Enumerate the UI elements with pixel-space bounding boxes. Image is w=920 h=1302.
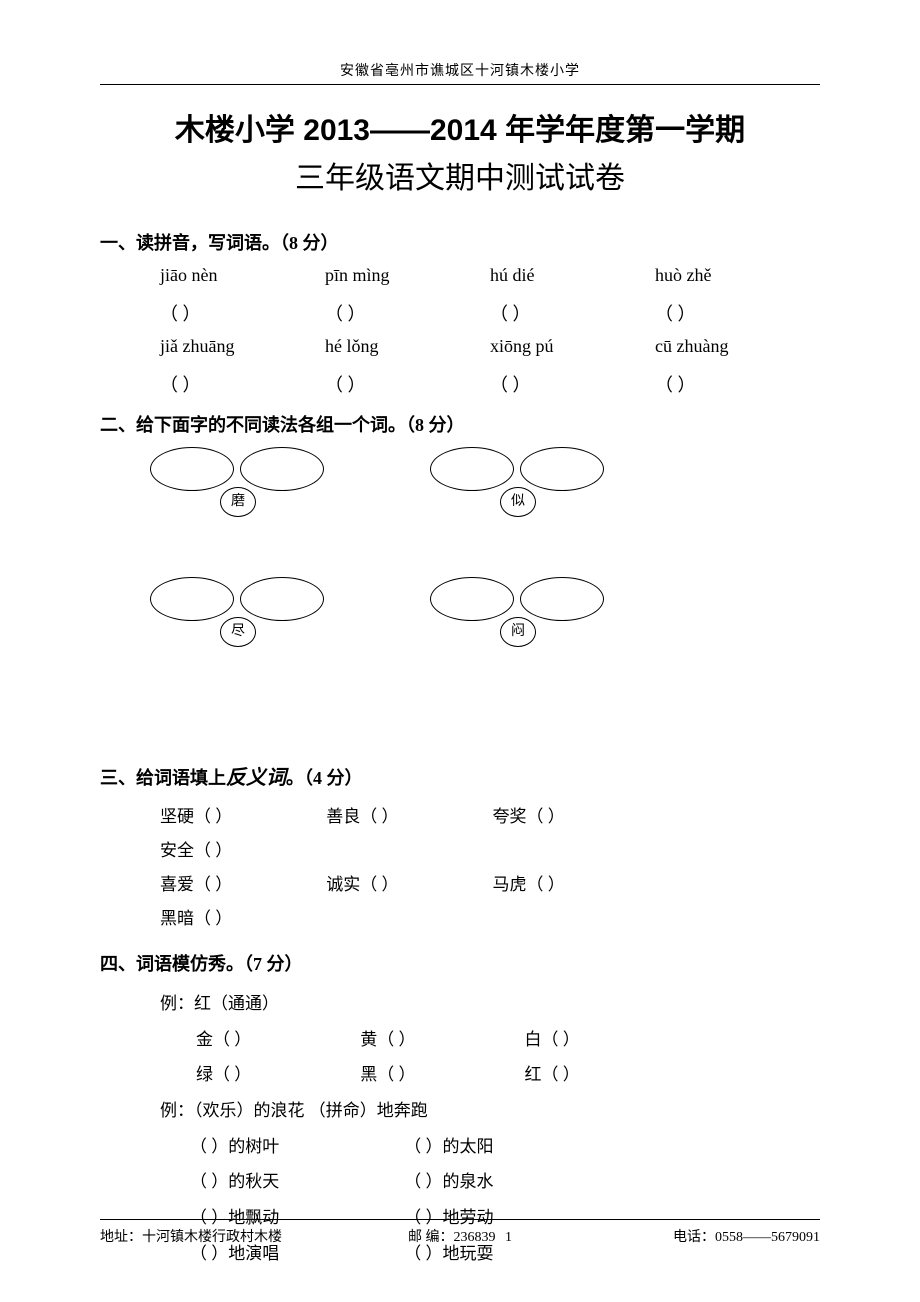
header-divider: [100, 84, 820, 85]
s3-item: 喜爱（ ）: [160, 868, 322, 902]
pinyin-cell: jiāo nèn: [160, 265, 325, 286]
s3-item: 黑暗（ ）: [160, 902, 322, 936]
title-line-1: 木楼小学 2013——2014 年学年度第一学期: [100, 105, 820, 149]
paren-cell: （ ）: [490, 300, 655, 326]
footer-divider: [100, 1219, 820, 1220]
section-4-example2: 例：（欢乐）的浪花 （拼命）地奔跑: [100, 1093, 820, 1129]
pinyin-row-1: jiāo nèn pīn mìng hú dié huò zhě: [100, 265, 820, 286]
paren-cell: （ ）: [160, 371, 325, 397]
s3-title-post: 。（4 分）: [286, 768, 363, 788]
fill-item: （ ）的秋天: [190, 1164, 400, 1200]
pinyin-cell: huò zhě: [655, 265, 820, 286]
page: 安徽省亳州市谯城区十河镇木楼小学 木楼小学 2013——2014 年学年度第一学…: [0, 0, 920, 1302]
paren-cell: （ ）: [655, 371, 820, 397]
pinyin-row-2: jiǎ zhuāng hé lǒng xiōng pú cū zhuàng: [100, 336, 820, 357]
oval-blank: [520, 447, 604, 491]
center-char: 磨: [220, 487, 256, 517]
section-3-title: 三、给词语填上反义词。（4 分）: [100, 761, 820, 790]
s3-title-mid: 反义词: [226, 767, 286, 789]
pinyin-cell: xiōng pú: [490, 336, 655, 357]
s3-item: 安全（ ）: [160, 834, 322, 868]
footer-postcode-wrap: 邮 编：236839 1: [340, 1226, 580, 1246]
s4-item: 绿（ ）: [196, 1057, 356, 1093]
oval-blank: [150, 447, 234, 491]
pinyin-cell: hú dié: [490, 265, 655, 286]
section-1-title: 一、读拼音，写词语。（8 分）: [100, 229, 820, 255]
section-4-row-2: 绿（ ） 黑（ ） 红（ ）: [100, 1057, 820, 1093]
oval-blank: [520, 577, 604, 621]
header-school: 安徽省亳州市谯城区十河镇木楼小学: [100, 60, 820, 84]
section-4-row-1: 金（ ） 黄（ ） 白（ ）: [100, 1022, 820, 1058]
footer-phone: 电话：0558——5679091: [580, 1226, 820, 1246]
center-char: 似: [500, 487, 536, 517]
paren-cell: （ ）: [490, 371, 655, 397]
pinyin-cell: pīn mìng: [325, 265, 490, 286]
center-char: 闷: [500, 617, 536, 647]
footer-address: 地址：十河镇木楼行政村木楼: [100, 1226, 340, 1246]
s3-item: 马虎（ ）: [493, 868, 655, 902]
s4-item: 黄（ ）: [360, 1022, 520, 1058]
footer-page-num: 1: [505, 1230, 512, 1245]
oval-blank: [150, 577, 234, 621]
title-line-2: 三年级语文期中测试试卷: [100, 153, 820, 197]
fill-row: （ ）的树叶 （ ）的太阳: [100, 1129, 820, 1165]
pinyin-cell: hé lǒng: [325, 336, 490, 357]
s4-item: 白（ ）: [525, 1022, 685, 1058]
s3-item: 坚硬（ ）: [160, 800, 322, 834]
paren-row-1: （ ） （ ） （ ） （ ）: [100, 300, 820, 326]
paren-cell: （ ）: [655, 300, 820, 326]
pinyin-cell: cū zhuàng: [655, 336, 820, 357]
section-2-body: 磨 似 尽 闷: [100, 447, 820, 747]
oval-blank: [430, 447, 514, 491]
footer-row: 地址：十河镇木楼行政村木楼 邮 编：236839 1 电话：0558——5679…: [100, 1226, 820, 1246]
center-char: 尽: [220, 617, 256, 647]
section-4-example1: 例：红（通通）: [100, 986, 820, 1022]
oval-blank: [240, 577, 324, 621]
s4-item: 红（ ）: [525, 1057, 685, 1093]
paren-cell: （ ）: [160, 300, 325, 326]
section-2-title: 二、给下面字的不同读法各组一个词。（8 分）: [100, 411, 820, 437]
footer-postcode: 邮 编：236839: [408, 1230, 496, 1245]
s3-item: 诚实（ ）: [326, 868, 488, 902]
s4-item: 黑（ ）: [360, 1057, 520, 1093]
section-3-row-1: 坚硬（ ） 善良（ ） 夸奖（ ） 安全（ ）: [100, 800, 820, 868]
fill-row: （ ）的秋天 （ ）的泉水: [100, 1164, 820, 1200]
s3-item: 夸奖（ ）: [493, 800, 655, 834]
section-4-title: 四、词语模仿秀。（7 分）: [100, 950, 820, 976]
paren-cell: （ ）: [325, 300, 490, 326]
s3-title-pre: 三、给词语填上: [100, 768, 226, 788]
pinyin-cell: jiǎ zhuāng: [160, 336, 325, 357]
s4-item: 金（ ）: [196, 1022, 356, 1058]
fill-item: （ ）的太阳: [404, 1129, 614, 1165]
footer: 地址：十河镇木楼行政村木楼 邮 编：236839 1 电话：0558——5679…: [100, 1219, 820, 1246]
oval-blank: [430, 577, 514, 621]
fill-item: （ ）的泉水: [404, 1164, 614, 1200]
paren-row-2: （ ） （ ） （ ） （ ）: [100, 371, 820, 397]
paren-cell: （ ）: [325, 371, 490, 397]
section-3-row-2: 喜爱（ ） 诚实（ ） 马虎（ ） 黑暗（ ）: [100, 868, 820, 936]
s3-item: 善良（ ）: [326, 800, 488, 834]
fill-item: （ ）的树叶: [190, 1129, 400, 1165]
oval-blank: [240, 447, 324, 491]
